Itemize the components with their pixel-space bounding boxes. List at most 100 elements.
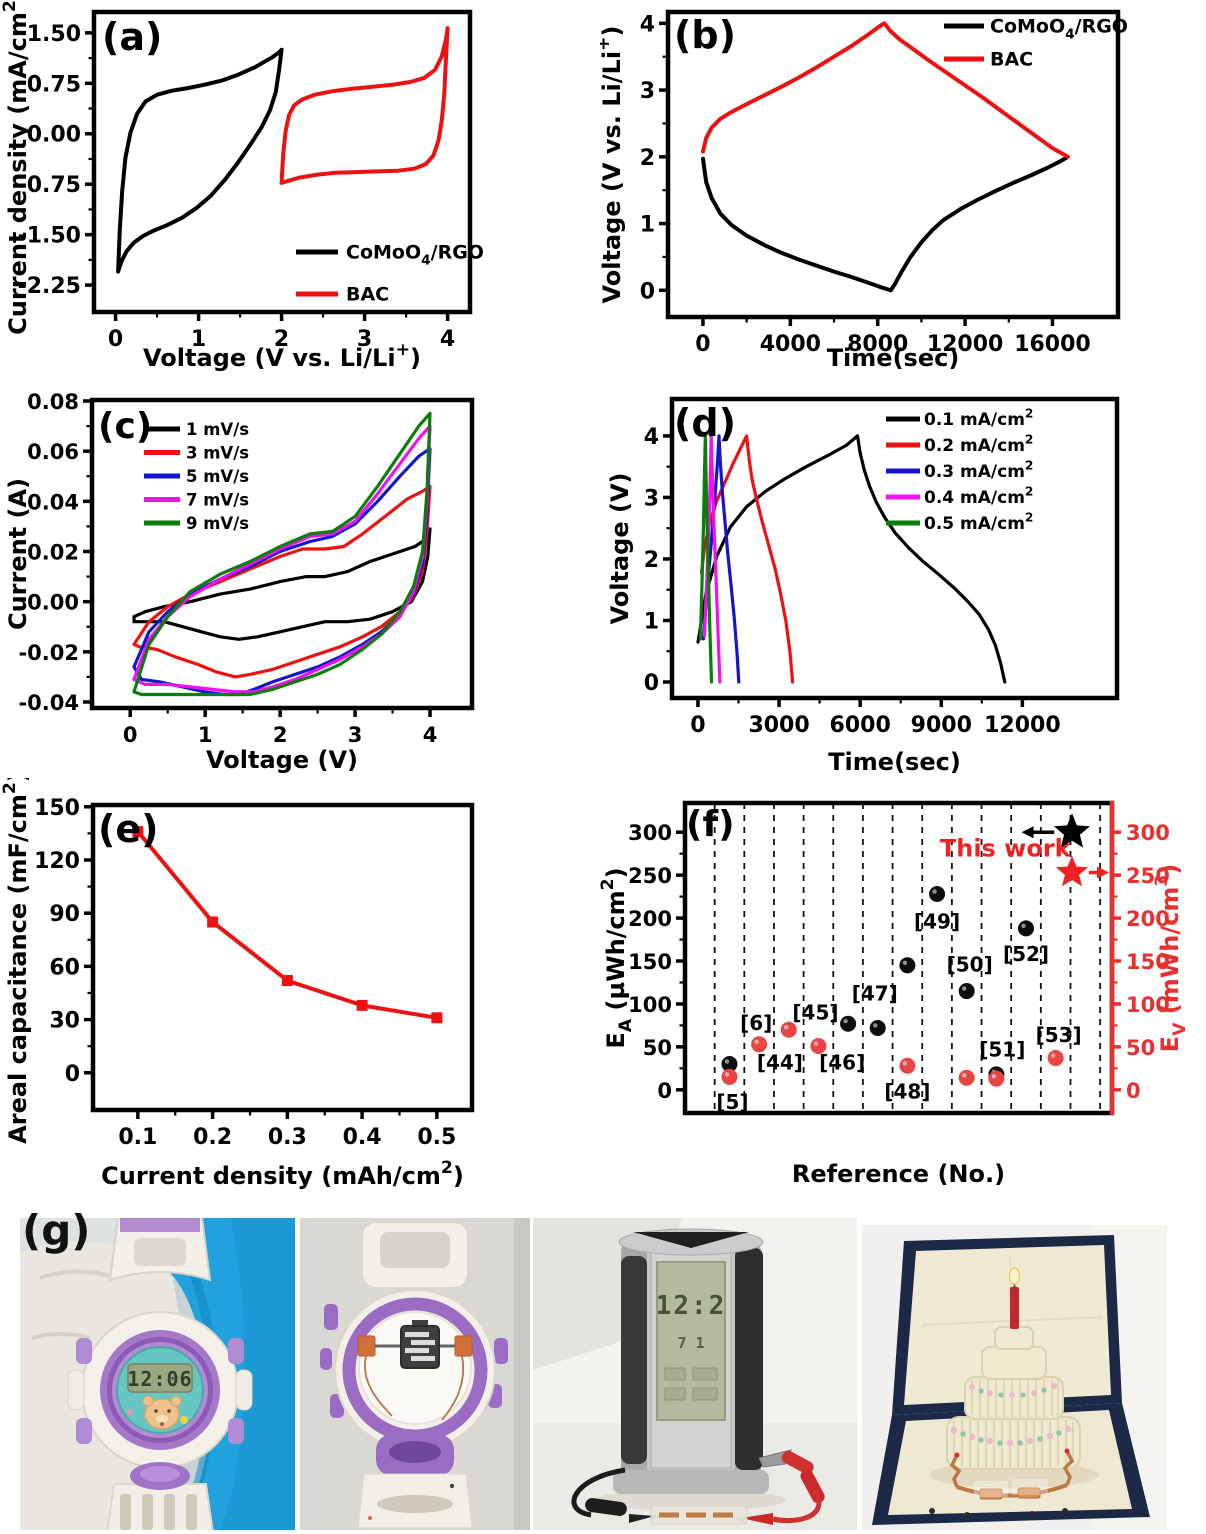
svg-text:0: 0 (1126, 1079, 1141, 1103)
svg-text:Voltage (V vs. Li/Li+): Voltage (V vs. Li/Li+) (143, 340, 421, 372)
svg-text:0: 0 (108, 327, 123, 352)
svg-text:Voltage (V vs. Li/Li+): Voltage (V vs. Li/Li+) (600, 26, 626, 304)
fabric-shade (220, 1218, 295, 1530)
svg-text:9000: 9000 (911, 713, 972, 738)
purple-tab (494, 1338, 508, 1364)
panel-f: 0 50 100 150 200 250 300 0 50 100 150 200 250 300 EV (… (600, 778, 1206, 1196)
svg-text:-1.50: -1.50 (18, 224, 81, 249)
svg-text:3 mV/s: 3 mV/s (186, 443, 249, 462)
red-wire (772, 1488, 822, 1524)
energy-comparison-chart: 0 50 100 150 200 250 300 0 50 100 150 200 250 300 EV (… (600, 800, 1190, 1188)
svg-text:-0.04: -0.04 (18, 691, 79, 715)
svg-text:0.06: 0.06 (27, 440, 79, 464)
red-dot (1064, 1448, 1070, 1454)
svg-text:3000: 3000 (748, 713, 809, 738)
svg-text:-0.02: -0.02 (18, 641, 79, 665)
svg-text:This work: This work (940, 835, 1072, 863)
copper-bracket-right (1062, 1450, 1075, 1486)
candle (1010, 1287, 1019, 1329)
svg-text:0: 0 (695, 332, 710, 357)
svg-text:200: 200 (1126, 907, 1170, 931)
deco-dot (127, 1409, 133, 1415)
panel-c: 0 1 2 3 4 0.08 0.06 0.04 0.02 0.00 -0.02 -0.04 Volta… (0, 378, 600, 778)
svg-text:[45]: [45] (792, 1001, 838, 1025)
svg-text:[52]: [52] (1003, 942, 1049, 966)
electrode-finger (405, 1332, 429, 1337)
svg-text:150: 150 (628, 950, 672, 974)
svg-text:0: 0 (640, 279, 655, 304)
garland-bottom-leaves (960, 1430, 1062, 1446)
svg-text:4: 4 (440, 327, 455, 352)
clock-mesh-right (735, 1248, 763, 1470)
svg-text:2: 2 (644, 548, 659, 573)
svg-text:Reference (No.): Reference (No.) (792, 1160, 1005, 1188)
photo-clock-demo: 12:2 7 1 (533, 1218, 857, 1530)
thin-wire-right (441, 1355, 465, 1421)
svg-text:[47]: [47] (852, 982, 898, 1006)
svg-text:0: 0 (657, 1079, 672, 1103)
film-patch (974, 1481, 1008, 1497)
svg-text:4: 4 (640, 12, 655, 37)
cartoon-mouth (160, 1422, 164, 1426)
electrode-finger (405, 1348, 429, 1353)
speck (449, 1483, 455, 1489)
cv-comparison-chart: 0 1 2 3 4 1.50 0.75 0.00 -0.75 -1.50 -2.25 Voltage … (0, 0, 484, 372)
svg-text:250: 250 (1126, 864, 1170, 888)
svg-text:4: 4 (423, 723, 438, 747)
svg-text:EA (µWh/cm2): EA (µWh/cm2) (600, 867, 636, 1048)
photo-watch-front: 12:06 (20, 1218, 295, 1530)
panel-b: 0 4000 8000 12000 16000 0 1 2 3 4 Time(sec) Voltage… (600, 0, 1206, 378)
svg-text:[48]: [48] (884, 1080, 930, 1104)
clock-display-2: 7 1 (677, 1334, 704, 1352)
black-clip-jaw (629, 1514, 655, 1523)
svg-text:0: 0 (65, 1062, 80, 1087)
svg-text:Time(sec): Time(sec) (828, 748, 961, 776)
svg-text:Time(sec): Time(sec) (827, 344, 960, 372)
svg-text:EV (mWh/cm3): EV (mWh/cm3) (1152, 864, 1190, 1053)
svg-text:[50]: [50] (947, 952, 993, 976)
copper-pad-right (454, 1335, 473, 1357)
svg-text:0.75: 0.75 (27, 72, 81, 97)
msc-device (1017, 1487, 1041, 1499)
svg-text:6000: 6000 (830, 713, 891, 738)
purple-tab (76, 1338, 92, 1364)
svg-text:200: 200 (628, 907, 672, 931)
svg-text:1: 1 (198, 723, 213, 747)
side-tab-right (235, 1369, 253, 1411)
svg-text:(a): (a) (102, 15, 162, 59)
svg-text:0.3 mA/cm2: 0.3 mA/cm2 (924, 458, 1033, 482)
purple-tab (228, 1338, 244, 1364)
gcd-comparison-chart: 0 4000 8000 12000 16000 0 1 2 3 4 Time(sec) Voltage… (600, 9, 1128, 372)
thin-wire-left (364, 1355, 393, 1417)
svg-text:0.00: 0.00 (27, 591, 79, 615)
svg-text:3: 3 (348, 723, 363, 747)
cartoon-head (144, 1398, 180, 1430)
clock-top-mesh (633, 1232, 749, 1248)
svg-text:50: 50 (1126, 1036, 1155, 1060)
clock-display: 12:2 (656, 1291, 727, 1321)
svg-text:0.1: 0.1 (118, 1125, 157, 1150)
svg-text:0: 0 (690, 713, 705, 738)
svg-text:0.02: 0.02 (27, 540, 79, 564)
panel-d: 0 3000 6000 9000 12000 0 1 2 3 4 Time(sec) Voltage … (600, 378, 1206, 778)
svg-text:2: 2 (274, 327, 289, 352)
svg-text:90: 90 (49, 902, 80, 927)
strap-top-hole (380, 1232, 450, 1268)
clock-base (613, 1470, 769, 1494)
svg-text:5 mV/s: 5 mV/s (186, 467, 249, 486)
svg-text:Voltage (V): Voltage (V) (606, 473, 634, 625)
cartoon-ear (170, 1395, 182, 1407)
svg-text:120: 120 (34, 849, 80, 874)
garland-mid-leaves (978, 1387, 1047, 1398)
strap-top-purple (120, 1218, 200, 1232)
svg-text:(e): (e) (98, 807, 159, 851)
floor-dot (1062, 1508, 1068, 1514)
svg-text:50: 50 (643, 1036, 672, 1060)
svg-text:60: 60 (49, 955, 80, 980)
svg-text:16000: 16000 (1014, 332, 1091, 357)
svg-text:3: 3 (640, 79, 655, 104)
svg-text:0.4: 0.4 (343, 1125, 382, 1150)
copper-chain (956, 1483, 1068, 1498)
svg-text:150: 150 (34, 796, 80, 821)
